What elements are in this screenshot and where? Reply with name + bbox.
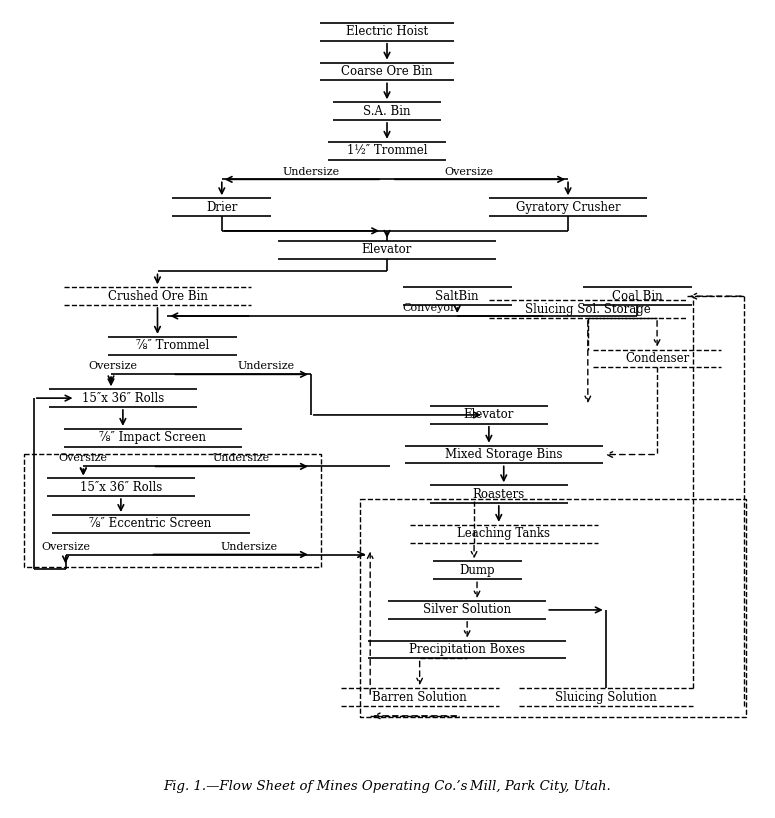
Text: Dump: Dump	[460, 564, 495, 577]
Text: Sluicing Sol. Storage: Sluicing Sol. Storage	[525, 303, 651, 316]
Text: SaltBin: SaltBin	[436, 290, 479, 303]
Text: Roasters: Roasters	[473, 488, 525, 501]
Text: ⅞″ Impact Screen: ⅞″ Impact Screen	[99, 431, 206, 444]
Text: Coal Bin: Coal Bin	[612, 290, 663, 303]
Text: Undersize: Undersize	[282, 168, 339, 178]
Bar	[360, 499, 746, 717]
Text: Barren Solution: Barren Solution	[372, 690, 467, 703]
Text: Oversize: Oversize	[41, 542, 90, 551]
Text: 15″x 36″ Rolls: 15″x 36″ Rolls	[81, 392, 164, 405]
Text: Coarse Ore Bin: Coarse Ore Bin	[341, 65, 432, 78]
Text: Leaching Tanks: Leaching Tanks	[457, 528, 550, 540]
Text: Oversize: Oversize	[59, 453, 108, 464]
Text: ⅞″ Eccentric Screen: ⅞″ Eccentric Screen	[89, 517, 212, 530]
Text: Elevator: Elevator	[362, 243, 412, 256]
Text: 1½″ Trommel: 1½″ Trommel	[346, 144, 427, 157]
Text: Elevator: Elevator	[463, 408, 514, 421]
Text: Sluicing Solution: Sluicing Solution	[555, 690, 656, 703]
Text: Oversize: Oversize	[88, 362, 137, 371]
Text: Mixed Storage Bins: Mixed Storage Bins	[445, 448, 563, 461]
Text: Fig. 1.—Flow Sheet of Mines Operating Co.’s Mill, Park City, Utah.: Fig. 1.—Flow Sheet of Mines Operating Co…	[163, 780, 611, 793]
Text: ⅞″ Trommel: ⅞″ Trommel	[136, 339, 209, 353]
Bar	[24, 453, 321, 568]
Text: Drier: Drier	[206, 200, 237, 213]
Text: Undersize: Undersize	[213, 453, 270, 464]
Text: Precipitation Boxes: Precipitation Boxes	[409, 643, 525, 656]
Text: Crushed Ore Bin: Crushed Ore Bin	[108, 290, 208, 303]
Text: Undersize: Undersize	[221, 542, 278, 551]
Text: S.A. Bin: S.A. Bin	[363, 105, 411, 118]
Text: Oversize: Oversize	[445, 168, 494, 178]
Text: Silver Solution: Silver Solution	[423, 604, 512, 617]
Text: Electric Hoist: Electric Hoist	[346, 25, 428, 38]
Text: Condenser: Condenser	[625, 352, 689, 365]
Text: 15″x 36″ Rolls: 15″x 36″ Rolls	[80, 481, 162, 494]
Text: Undersize: Undersize	[238, 362, 294, 371]
Text: Gyratory Crusher: Gyratory Crusher	[515, 200, 620, 213]
Text: Conveyor: Conveyor	[403, 303, 456, 313]
